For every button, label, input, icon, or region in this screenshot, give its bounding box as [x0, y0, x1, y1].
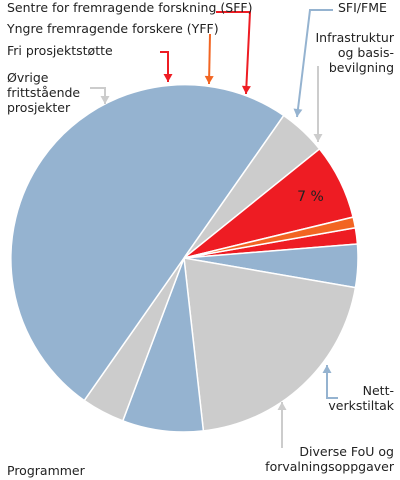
- label-infra-line1: Infrastruktur: [315, 30, 395, 45]
- arrow-infra: [313, 66, 323, 142]
- data-label-fri: 7 %: [297, 189, 324, 205]
- arrow-diverse: [277, 402, 287, 448]
- arrow-fri: [160, 51, 173, 82]
- pie-slices: [10, 83, 359, 433]
- label-diverse-line1: Diverse FoU og: [299, 444, 394, 459]
- label-nett-line2: verkstiltak: [328, 398, 394, 413]
- label-ovrige-line3: prosjekter: [7, 100, 71, 115]
- label-ovrige-line1: Øvrige: [7, 70, 49, 85]
- label-ovrige: Øvrige frittstående prosjekter: [7, 70, 80, 115]
- label-fri: Fri prosjektstøtte: [7, 43, 113, 58]
- arrow-nett: [322, 365, 338, 399]
- label-yff: Yngre fremragende forskere (YFF): [7, 21, 219, 36]
- label-diverse-line2: forvalningsoppgaver: [265, 459, 394, 474]
- label-nett: Nett- verkstiltak: [328, 383, 394, 413]
- arrow-yff: [204, 33, 214, 85]
- label-nett-line1: Nett-: [362, 383, 394, 398]
- pie-data-labels: 7 %: [297, 189, 324, 205]
- slice-yff: [183, 216, 357, 259]
- arrow-ovrige: [90, 87, 110, 104]
- callout-arrows: [90, 9, 338, 448]
- label-ovrige-line2: frittstående: [7, 85, 81, 100]
- arrow-sff: [216, 11, 252, 95]
- label-sff: Sentre for fremragende forskning (SFF): [7, 0, 253, 15]
- label-infra-line2: og basis-: [337, 45, 394, 60]
- label-programmer: Programmer: [7, 463, 85, 478]
- arrow-sfi: [293, 9, 333, 118]
- label-infra-line3: bevilgning: [328, 60, 394, 75]
- label-sfi: SFI/FME: [338, 0, 387, 15]
- label-infra: Infrastruktur og basis- bevilgning: [316, 30, 395, 75]
- label-diverse: Diverse FoU og forvalningsoppgaver: [265, 444, 394, 474]
- slice-infra: [183, 257, 357, 432]
- slice-programmer: [10, 83, 285, 402]
